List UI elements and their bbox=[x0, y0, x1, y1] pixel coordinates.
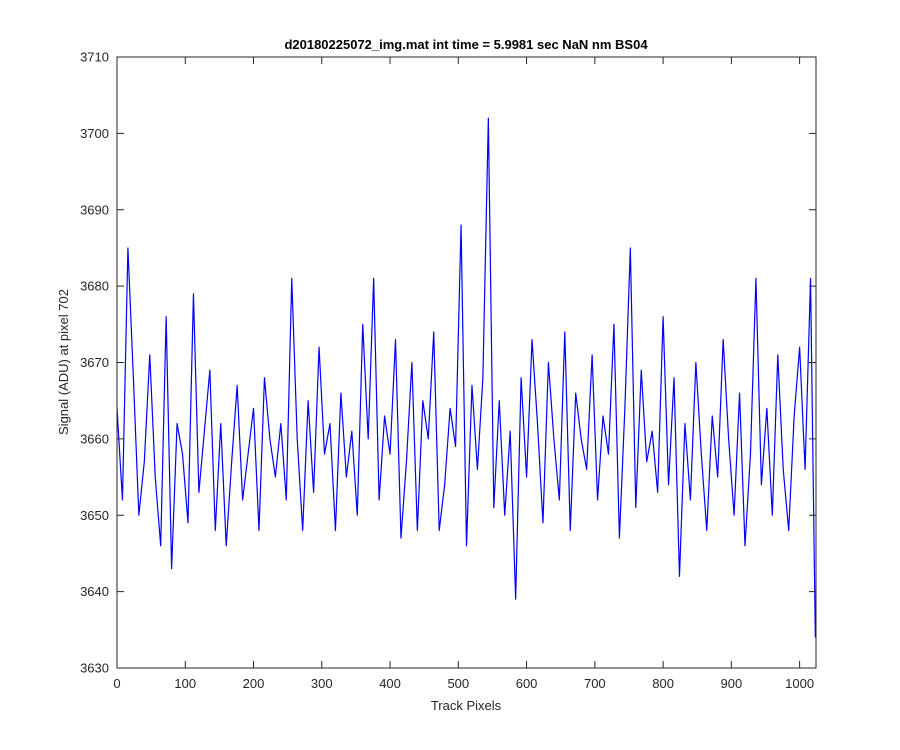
y-tick-label: 3710 bbox=[80, 50, 109, 65]
x-tick-label: 0 bbox=[113, 676, 120, 691]
x-tick-label: 500 bbox=[447, 676, 469, 691]
x-tick-label: 900 bbox=[721, 676, 743, 691]
y-tick-label: 3640 bbox=[80, 584, 109, 599]
x-tick-label: 800 bbox=[652, 676, 674, 691]
x-tick-label: 400 bbox=[379, 676, 401, 691]
chart-title: d20180225072_img.mat int time = 5.9981 s… bbox=[284, 37, 648, 52]
y-tick-label: 3630 bbox=[80, 661, 109, 676]
plot-area-background bbox=[117, 57, 816, 668]
series-line-0 bbox=[116, 117, 816, 638]
x-tick-label: 600 bbox=[516, 676, 538, 691]
y-tick-label: 3650 bbox=[80, 508, 109, 523]
x-axis: 0 100 200 300 400 500 600 700 800 900 1000 bbox=[113, 57, 814, 691]
x-tick-label: 200 bbox=[243, 676, 265, 691]
x-tick-label: 700 bbox=[584, 676, 606, 691]
y-tick-label: 3660 bbox=[80, 431, 109, 446]
y-tick-label: 3700 bbox=[80, 126, 109, 141]
y-axis-label: Signal (ADU) at pixel 702 bbox=[56, 289, 71, 435]
y-tick-label: 3690 bbox=[80, 202, 109, 217]
x-tick-label: 100 bbox=[174, 676, 196, 691]
x-tick-label: 1000 bbox=[785, 676, 814, 691]
x-axis-label: Track Pixels bbox=[431, 698, 502, 713]
y-tick-label: 3670 bbox=[80, 355, 109, 370]
y-tick-label: 3680 bbox=[80, 279, 109, 294]
x-tick-label: 300 bbox=[311, 676, 333, 691]
y-axis: 3630 3640 3650 3660 3670 3680 3690 3700 3710 bbox=[80, 50, 816, 676]
series-layer bbox=[116, 117, 816, 638]
